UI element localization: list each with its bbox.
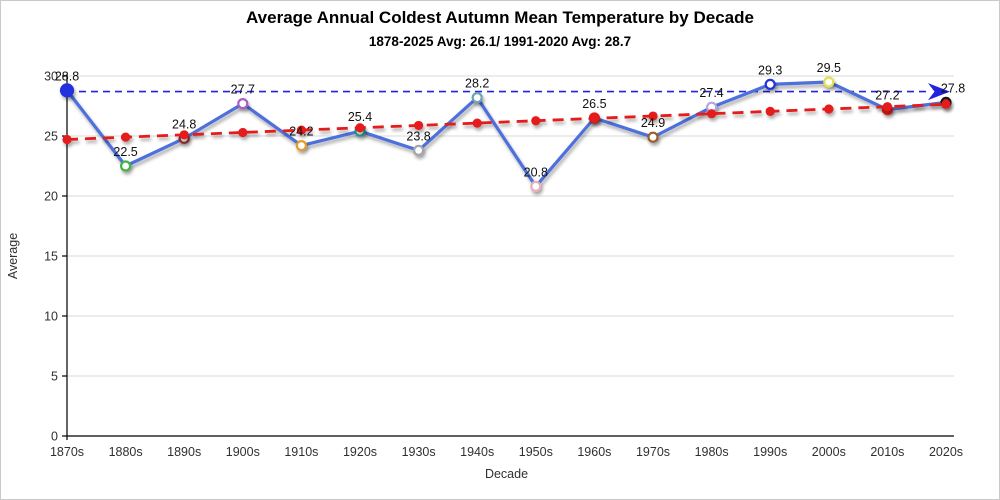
data-point-1970s: [647, 131, 659, 143]
trend-dot-2020s: [941, 99, 951, 109]
data-label-1890s: 24.8: [172, 117, 196, 131]
data-label-1940s: 28.2: [465, 77, 489, 91]
data-point-1930s: [413, 144, 425, 156]
data-point-2000s: [823, 76, 835, 88]
x-tick-label-2020s: 2020s: [929, 445, 963, 459]
data-label-1980s: 27.4: [699, 86, 723, 100]
x-tick-label-1960s: 1960s: [577, 445, 611, 459]
y-tick-label-0: 0: [51, 430, 58, 444]
x-tick-label-1900s: 1900s: [226, 445, 260, 459]
data-point-1870s: [59, 83, 75, 98]
x-tick-label-2000s: 2000s: [812, 445, 846, 459]
x-axis-title: Decade: [485, 467, 528, 481]
x-tick-label-2010s: 2010s: [870, 445, 904, 459]
data-label-1970s: 24.9: [641, 116, 665, 130]
data-point-1990s: [764, 78, 776, 91]
y-tick-label-30: 30: [44, 70, 58, 84]
trendline-group: [62, 99, 951, 145]
trend-dot-1870s: [62, 134, 72, 145]
trend-dot-1980s: [707, 109, 717, 119]
data-label-1920s: 25.4: [348, 110, 372, 124]
data-label-1870s: 28.8: [55, 69, 79, 83]
trend-dot-1960s: [589, 113, 600, 123]
data-label-1930s: 23.8: [406, 129, 430, 143]
data-label-1990s: 29.3: [758, 63, 782, 77]
data-label-1880s: 22.5: [113, 145, 137, 159]
x-tick-label-1870s: 1870s: [50, 445, 84, 459]
x-tick-label-1890s: 1890s: [167, 445, 201, 459]
data-label-1960s: 26.5: [582, 97, 606, 111]
trend-dot-2000s: [824, 104, 834, 114]
x-tick-label-1990s: 1990s: [753, 445, 787, 459]
trend-dot-1920s: [355, 123, 365, 133]
chart-title: Average Annual Coldest Autumn Mean Tempe…: [246, 8, 754, 27]
data-point-1910s: [295, 140, 307, 152]
x-tick-label-1970s: 1970s: [636, 445, 670, 459]
y-tick-label-20: 20: [44, 190, 58, 204]
trend-dot-2010s: [882, 102, 893, 112]
trend-dot-1930s: [414, 120, 424, 131]
reference-line-arrow-icon: [928, 83, 950, 101]
data-label-2010s: 27.2: [875, 89, 899, 103]
data-label-2000s: 29.5: [817, 61, 841, 75]
y-tick-label-5: 5: [51, 370, 58, 384]
x-tick-label-1910s: 1910s: [284, 445, 318, 459]
y-tick-label-10: 10: [44, 310, 58, 324]
data-point-1940s: [471, 91, 483, 104]
y-tick-label-25: 25: [44, 130, 58, 144]
x-tick-label-1980s: 1980s: [695, 445, 729, 459]
trend-dot-1990s: [765, 106, 775, 116]
trend-dot-1970s: [648, 111, 658, 121]
trend-dot-1940s: [472, 118, 482, 128]
trendline-linear-trend: [66, 102, 947, 141]
data-label-1950s: 20.8: [524, 165, 548, 179]
trend-dot-1880s: [121, 132, 131, 142]
chart-subtitle: 1878-2025 Avg: 26.1/ 1991-2020 Avg: 28.7: [368, 34, 632, 49]
y-tick-label-15: 15: [44, 250, 58, 264]
x-tick-label-1940s: 1940s: [460, 445, 494, 459]
data-label-1900s: 27.7: [231, 83, 255, 97]
data-point-1880s: [119, 160, 132, 172]
data-label-2020s: 27.8: [941, 81, 965, 95]
x-tick-label-1880s: 1880s: [109, 445, 143, 459]
x-tick-label-1950s: 1950s: [519, 445, 553, 459]
x-tick-label-1920s: 1920s: [343, 445, 377, 459]
trend-dot-1950s: [531, 116, 541, 126]
series-line-decade-average: [65, 80, 948, 188]
trend-dot-1890s: [179, 130, 189, 140]
trend-dot-1900s: [238, 127, 248, 138]
data-point-1900s: [237, 97, 249, 110]
data-label-1910s: 24.2: [289, 125, 313, 139]
y-axis-title: Average: [6, 233, 20, 279]
x-tick-label-1930s: 1930s: [402, 445, 436, 459]
trend-dot-1910s: [296, 125, 306, 135]
data-point-1950s: [530, 180, 542, 192]
